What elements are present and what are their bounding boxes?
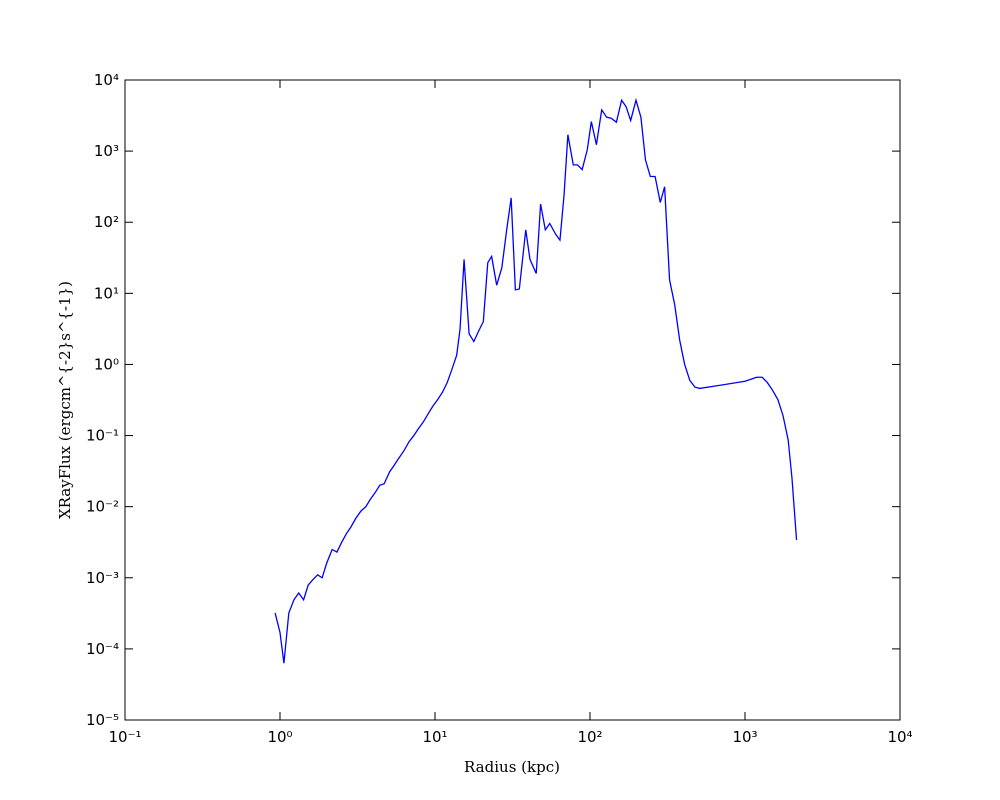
x-tick-label: 10¹ [422,728,447,746]
y-tick-label: 10⁰ [94,355,119,373]
y-tick-label: 10⁴ [94,71,119,89]
x-tick-label: 10³ [732,728,757,746]
y-tick-label: 10⁻³ [86,569,119,587]
x-axis-label: Radius (kpc) [464,758,560,776]
data-line [274,97,798,664]
x-tick-label: 10⁴ [887,728,912,746]
plot-frame [124,79,901,721]
x-tick-label: 10⁰ [267,728,292,746]
x-tick-label: 10⁻¹ [108,728,141,746]
y-tick-label: 10⁻⁵ [86,711,119,729]
y-tick-label: 10² [94,213,119,231]
y-tick-label: 10⁻² [86,498,119,516]
y-tick-label: 10³ [94,142,119,160]
y-tick-label: 10⁻⁴ [86,640,119,658]
y-tick-label: 10⁻¹ [86,427,119,445]
y-axis-label: XRayFlux (ergcm^{-2}s^{-1}) [56,281,74,519]
y-tick-label: 10¹ [94,284,119,302]
x-tick-label: 10² [577,728,602,746]
